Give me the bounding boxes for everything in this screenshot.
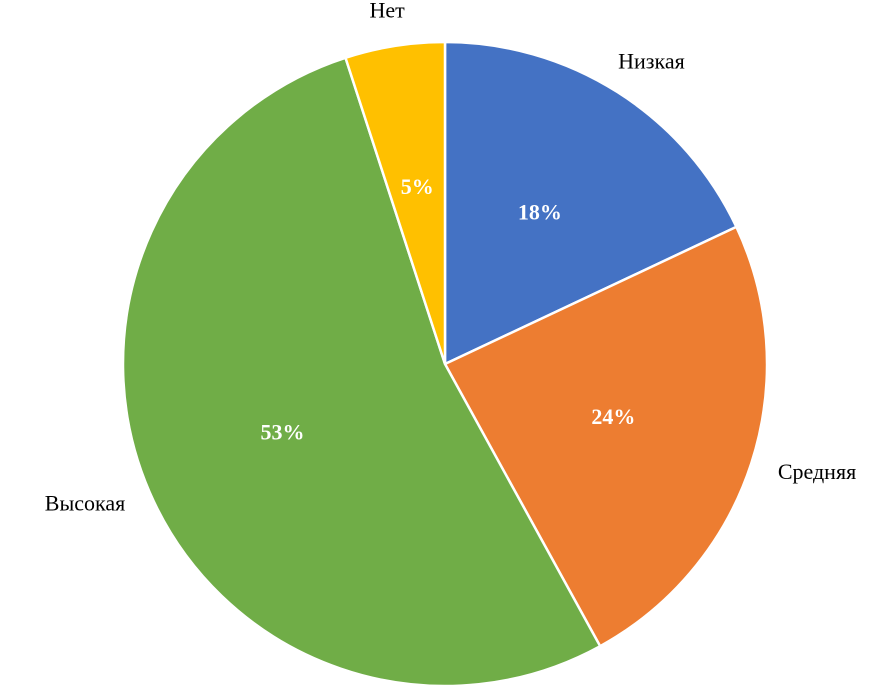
category-label: Низкая xyxy=(618,48,685,73)
category-label: Высокая xyxy=(45,490,125,515)
data-label: 24% xyxy=(591,404,635,429)
pie-slice xyxy=(343,40,447,365)
category-label: Средняя xyxy=(778,459,856,484)
pie-slice xyxy=(443,40,739,366)
data-label: 53% xyxy=(260,419,304,444)
pie-slice xyxy=(443,225,769,648)
data-label: 5% xyxy=(401,174,434,199)
category-label: Нет xyxy=(370,0,406,22)
data-label: 18% xyxy=(518,200,562,225)
